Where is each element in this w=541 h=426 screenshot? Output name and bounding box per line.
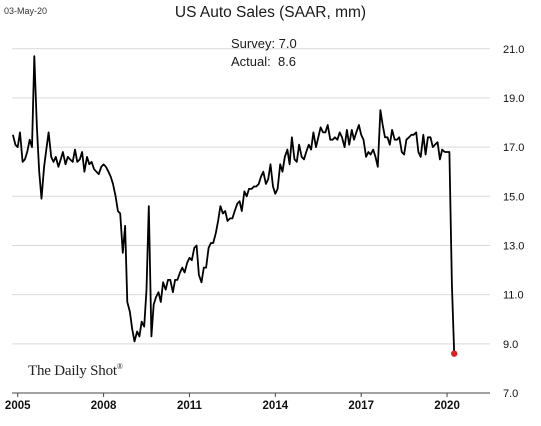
brand-text: The Daily Shot — [28, 363, 117, 379]
y-tick-label: 21.0 — [503, 44, 524, 56]
x-tick-label: 2005 — [5, 400, 31, 412]
last-data-point — [451, 350, 458, 357]
y-tick-label: 11.0 — [503, 290, 524, 302]
x-tick-label: 2017 — [348, 400, 374, 412]
y-tick-label: 7.0 — [503, 388, 518, 400]
brand-registered-mark: ® — [116, 362, 123, 371]
x-axis: 2005 2008 2011 2014 2017 2020 — [5, 392, 490, 412]
series-line-0 — [12, 55, 456, 354]
actual-annotation: Actual: 8.6 — [231, 54, 297, 69]
y-tick-label: 9.0 — [503, 339, 518, 351]
chart-title: US Auto Sales (SAAR, mm) — [174, 4, 367, 21]
y-tick-label: 19.0 — [503, 93, 524, 105]
y-tick-label: 13.0 — [503, 240, 524, 252]
survey-annotation: Survey: 7.0 — [231, 36, 297, 51]
x-tick-label: 2011 — [177, 400, 203, 412]
y-tick-label: 15.0 — [503, 191, 524, 203]
y-axis: 7.0 9.0 11.0 13.0 15.0 17.0 19.0 21.0 — [503, 44, 524, 400]
gridlines — [12, 48, 490, 394]
y-tick-label: 17.0 — [503, 142, 524, 154]
x-tick-label: 2014 — [263, 400, 289, 412]
brand-logo: The Daily Shot® — [28, 362, 123, 380]
date-label: 03-May-20 — [4, 6, 48, 16]
series-group — [12, 55, 458, 357]
x-tick-label: 2008 — [91, 400, 117, 412]
x-tick-label: 2020 — [434, 400, 460, 412]
